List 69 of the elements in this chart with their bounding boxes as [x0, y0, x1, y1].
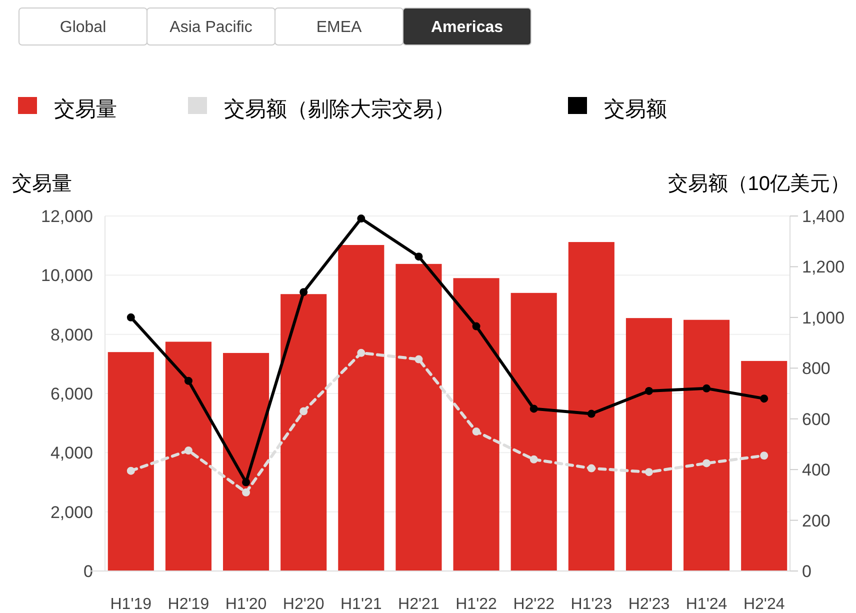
- y-tick-label: 0: [84, 562, 93, 581]
- y2-tick-label: 200: [802, 511, 830, 530]
- bar: [510, 292, 557, 571]
- point: [644, 386, 653, 395]
- point: [702, 384, 711, 392]
- x-tick-label: H2'23: [628, 596, 670, 613]
- y2-tick-label: 400: [802, 460, 830, 480]
- bar: [280, 294, 327, 571]
- point: [472, 428, 480, 436]
- y2-tick-label: 600: [802, 410, 830, 429]
- y2-tick-label: 1,000: [802, 308, 845, 328]
- bar: [338, 244, 384, 571]
- point: [300, 288, 308, 296]
- point: [760, 394, 768, 403]
- y-tick-label: 8,000: [50, 325, 93, 344]
- x-tick-label: H2'20: [282, 596, 324, 613]
- point: [184, 446, 192, 455]
- point: [414, 355, 423, 364]
- x-tick-label: H1'20: [225, 596, 267, 613]
- x-tick-label: H2'21: [398, 596, 440, 613]
- legend-label: 交易额: [604, 98, 667, 121]
- bar: [741, 360, 788, 571]
- y2-tick-label: 1,200: [802, 258, 845, 277]
- legend-label: 交易额（剔除大宗交易）: [224, 98, 455, 121]
- point: [587, 464, 596, 472]
- x-tick-label: H1'23: [570, 596, 612, 613]
- y2-axis-title: 交易额（10亿美元）: [668, 172, 850, 195]
- x-tick-label: H1'21: [340, 596, 382, 613]
- x-tick-label: H2'22: [513, 596, 555, 613]
- point: [760, 452, 768, 460]
- y-tick-label: 2,000: [50, 502, 93, 522]
- point: [300, 407, 308, 416]
- point: [357, 348, 366, 357]
- y2-tick-label: 1,400: [802, 207, 845, 226]
- point: [472, 322, 480, 330]
- y-tick-label: 4,000: [50, 444, 93, 463]
- bar: [223, 352, 270, 571]
- point: [242, 478, 250, 486]
- point: [414, 252, 423, 261]
- y2-tick-label: 0: [802, 562, 812, 581]
- x-tick-label: H2'19: [168, 596, 210, 613]
- y-tick-label: 6,000: [50, 384, 93, 404]
- point: [357, 214, 366, 223]
- legend-label: 交易量: [54, 98, 117, 121]
- bar: [453, 278, 500, 571]
- y2-tick-label: 800: [802, 359, 830, 378]
- y-tick-label: 10,000: [41, 266, 93, 286]
- bar: [626, 318, 672, 571]
- point: [184, 376, 192, 385]
- region-tabs: Global Asia Pacific EMEA Americas: [18, 8, 532, 46]
- point: [644, 468, 653, 476]
- point: [530, 404, 538, 413]
- y-tick-label: 12,000: [41, 207, 93, 226]
- point: [126, 466, 135, 475]
- x-tick-label: H2'24: [743, 596, 785, 613]
- bar: [684, 320, 730, 571]
- point: [126, 313, 135, 322]
- y-axis-title: 交易量: [12, 173, 72, 195]
- bar: [165, 342, 212, 571]
- point: [702, 459, 711, 468]
- bar: [396, 264, 442, 571]
- point: [530, 455, 538, 464]
- point: [242, 488, 250, 496]
- x-tick-label: H1'19: [110, 596, 152, 613]
- bar: [108, 352, 154, 571]
- x-tick-label: H1'24: [686, 596, 728, 613]
- x-tick-label: H1'22: [456, 596, 498, 613]
- point: [587, 410, 596, 418]
- bar: [568, 242, 614, 571]
